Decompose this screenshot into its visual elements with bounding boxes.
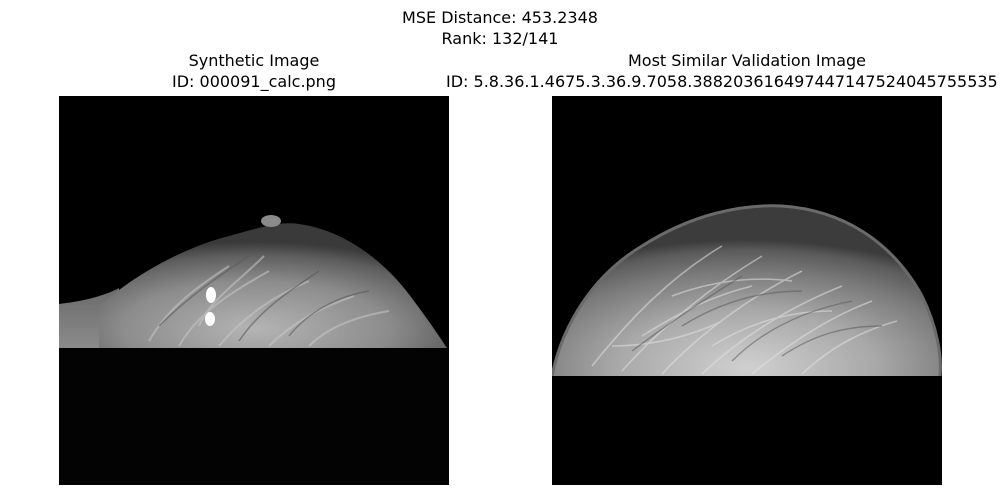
synthetic-image-title: Synthetic Image ID: 000091_calc.png (59, 50, 449, 92)
synthetic-image-id: ID: 000091_calc.png (172, 72, 336, 91)
validation-image-title-text: Most Similar Validation Image (627, 51, 867, 70)
validation-image-title: Most Similar Validation Image ID: 5.8.36… (446, 50, 998, 92)
figure-suptitle: MSE Distance: 453.2348 Rank: 132/141 (0, 7, 1000, 49)
synthetic-mammogram-image (59, 96, 449, 485)
synthetic-image-title-text: Synthetic Image (188, 51, 320, 70)
rank-label: Rank: 132/141 (441, 29, 559, 48)
mse-distance-label: MSE Distance: 453.2348 (402, 8, 598, 27)
validation-image-id: ID: 5.8.36.1.4675.3.36.9.7058.3882036164… (446, 72, 998, 91)
validation-mammogram-image (552, 96, 942, 485)
